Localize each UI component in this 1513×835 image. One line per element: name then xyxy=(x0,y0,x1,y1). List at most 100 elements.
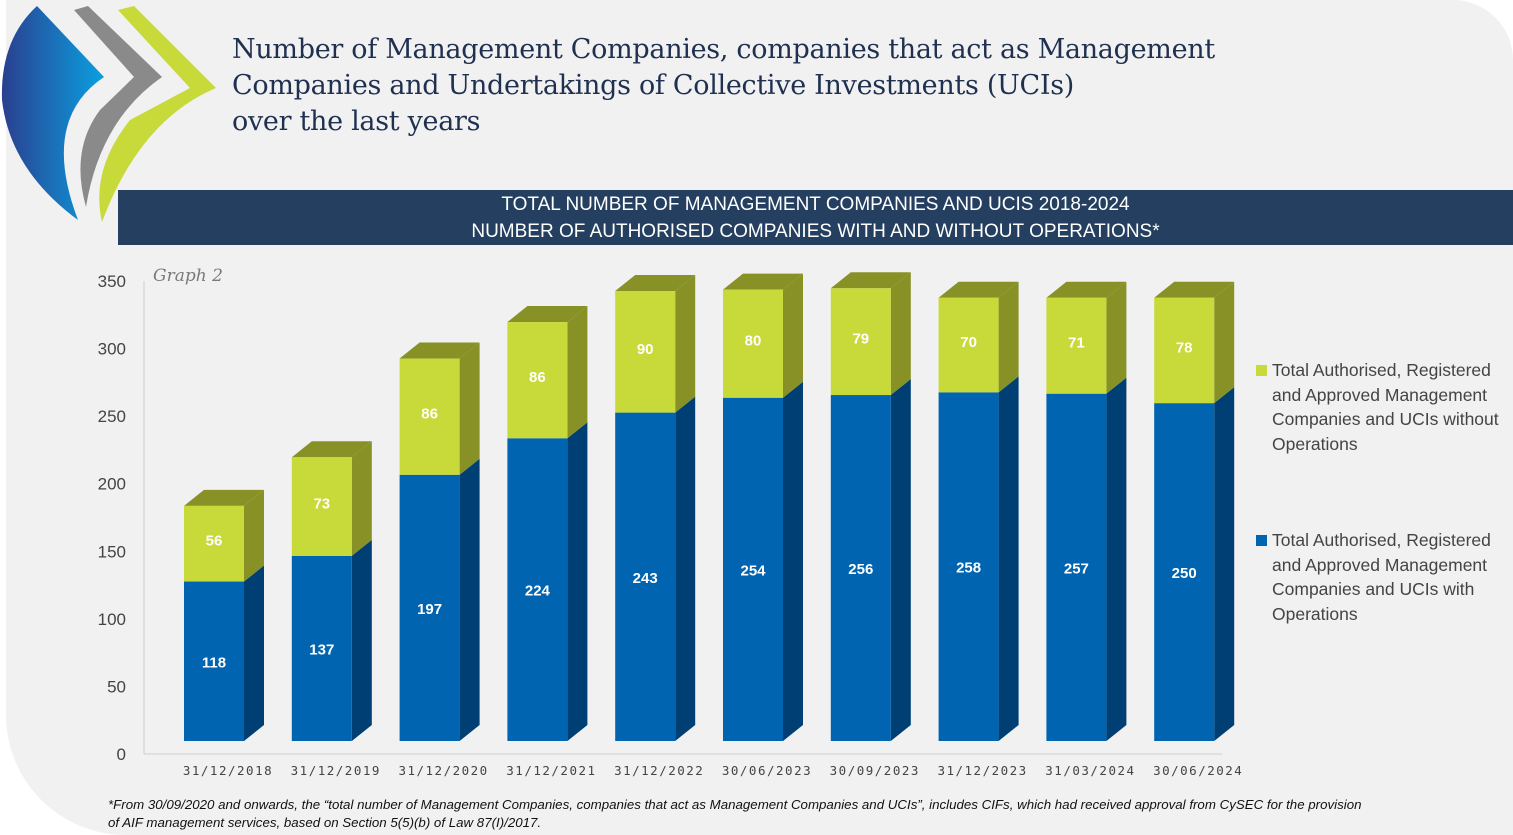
data-label-without-operations: 79 xyxy=(852,331,869,348)
bar-side-with-operations xyxy=(351,539,372,741)
legend-swatch xyxy=(1256,535,1267,546)
bar-without-operations xyxy=(830,288,891,396)
bar-without-operations xyxy=(1046,297,1107,394)
data-label-with-operations: 254 xyxy=(740,562,766,579)
bar-top-without-operations xyxy=(723,273,803,290)
title-line: Number of Management Companies, companie… xyxy=(232,34,1215,65)
x-tick-label: 30/06/2023 xyxy=(722,763,812,778)
bar-without-operations xyxy=(291,457,352,556)
bar-with-operations xyxy=(507,438,568,741)
graph-label: Graph 2 xyxy=(153,266,223,286)
data-label-without-operations: 78 xyxy=(1176,339,1193,356)
data-label-with-operations: 197 xyxy=(417,601,442,618)
bar-side-without-operations xyxy=(567,306,588,439)
data-label-without-operations: 80 xyxy=(745,333,762,350)
data-label-without-operations: 73 xyxy=(313,496,330,513)
legend-item-with-operations: Total Authorised, Registered and Approve… xyxy=(1256,528,1511,626)
data-label-with-operations: 243 xyxy=(633,570,658,587)
y-tick-label: 50 xyxy=(107,677,126,696)
y-tick-label: 250 xyxy=(98,407,126,426)
x-tick-label: 31/12/2021 xyxy=(506,763,596,778)
legend-label: Total Authorised, Registered and Approve… xyxy=(1272,360,1499,454)
bar-side-with-operations xyxy=(244,565,264,741)
bar-with-operations xyxy=(184,581,244,741)
bar-top-without-operations xyxy=(1046,281,1127,298)
bar-side-with-operations xyxy=(890,379,911,741)
bar-with-operations xyxy=(1154,403,1215,741)
bar-side-without-operations xyxy=(244,489,264,582)
logo-icon xyxy=(1,6,216,222)
bar-side-with-operations xyxy=(1214,387,1235,741)
legend-label: Total Authorised, Registered and Approve… xyxy=(1272,530,1491,624)
data-label-without-operations: 70 xyxy=(960,334,977,351)
data-label-without-operations: 90 xyxy=(637,341,654,358)
bar-without-operations xyxy=(615,290,676,413)
bar-side-with-operations xyxy=(567,422,588,741)
legend-item-without-operations: Total Authorised, Registered and Approve… xyxy=(1256,358,1511,456)
data-label-without-operations: 86 xyxy=(529,369,546,386)
bar-side-without-operations xyxy=(351,441,372,556)
data-label-with-operations: 137 xyxy=(309,641,334,658)
bar-side-with-operations xyxy=(783,381,803,741)
bar-without-operations xyxy=(507,322,568,439)
data-label-with-operations: 118 xyxy=(202,654,226,671)
bar-without-operations xyxy=(184,505,244,582)
bar-with-operations xyxy=(938,392,999,741)
y-tick-label: 350 xyxy=(98,272,126,291)
bar-top-without-operations xyxy=(1154,281,1235,298)
bar-top-without-operations xyxy=(938,281,1019,298)
y-tick-label: 200 xyxy=(98,475,126,494)
bar-side-with-operations xyxy=(1106,377,1127,741)
bar-with-operations xyxy=(291,555,352,741)
footnote: *From 30/09/2020 and onwards, the “total… xyxy=(108,796,1508,832)
bar-top-without-operations xyxy=(507,306,588,323)
y-tick-label: 300 xyxy=(98,340,126,359)
bar-with-operations xyxy=(830,395,891,741)
footnote-line: *From 30/09/2020 and onwards, the “total… xyxy=(108,797,1362,812)
data-label-with-operations: 250 xyxy=(1172,565,1197,582)
bar-top-without-operations xyxy=(830,272,911,289)
x-tick-label: 30/06/2024 xyxy=(1153,763,1243,778)
x-tick-label: 31/12/2020 xyxy=(398,763,488,778)
y-tick-label: 150 xyxy=(98,542,126,561)
x-tick-label: 30/09/2023 xyxy=(830,763,920,778)
bar-with-operations xyxy=(615,412,676,741)
banner-line-1: TOTAL NUMBER OF MANAGEMENT COMPANIES AND… xyxy=(501,194,1130,215)
banner-line-2: NUMBER OF AUTHORISED COMPANIES WITH AND … xyxy=(471,221,1160,242)
data-label-with-operations: 256 xyxy=(848,561,873,578)
y-tick-label: 100 xyxy=(98,610,126,629)
bar-side-without-operations xyxy=(998,281,1019,393)
data-label-without-operations: 56 xyxy=(206,533,223,550)
bar-side-without-operations xyxy=(675,274,696,413)
title-line: over the last years xyxy=(232,106,481,137)
bar-side-with-operations xyxy=(459,458,480,741)
bar-side-without-operations xyxy=(459,342,480,475)
x-tick-label: 31/12/2018 xyxy=(183,763,273,778)
x-tick-label: 31/12/2023 xyxy=(937,763,1027,778)
bar-side-without-operations xyxy=(783,273,803,398)
bar-top-without-operations xyxy=(291,441,372,458)
title-line: Companies and Undertakings of Collective… xyxy=(232,70,1075,101)
bar-top-without-operations xyxy=(615,274,696,291)
bar-side-with-operations xyxy=(998,376,1019,741)
bar-with-operations xyxy=(399,474,460,741)
page-title: Number of Management Companies, companie… xyxy=(232,32,1215,140)
bar-side-without-operations xyxy=(1214,281,1235,404)
bar-top-without-operations xyxy=(399,342,480,359)
bar-without-operations xyxy=(938,297,999,393)
data-label-without-operations: 86 xyxy=(421,406,438,423)
bar-with-operations xyxy=(1046,393,1107,741)
chart-banner: TOTAL NUMBER OF MANAGEMENT COMPANIES AND… xyxy=(118,190,1513,245)
x-tick-label: 31/12/2019 xyxy=(291,763,381,778)
data-label-with-operations: 258 xyxy=(956,560,981,577)
y-tick-label: 0 xyxy=(117,745,126,764)
bar-side-with-operations xyxy=(675,396,696,741)
footnote-line: of AIF management services, based on Sec… xyxy=(108,815,542,830)
x-tick-label: 31/03/2024 xyxy=(1045,763,1135,778)
bar-without-operations xyxy=(1154,297,1215,404)
bar-side-without-operations xyxy=(890,272,911,396)
legend-swatch xyxy=(1256,365,1267,376)
bar-without-operations xyxy=(399,358,460,475)
